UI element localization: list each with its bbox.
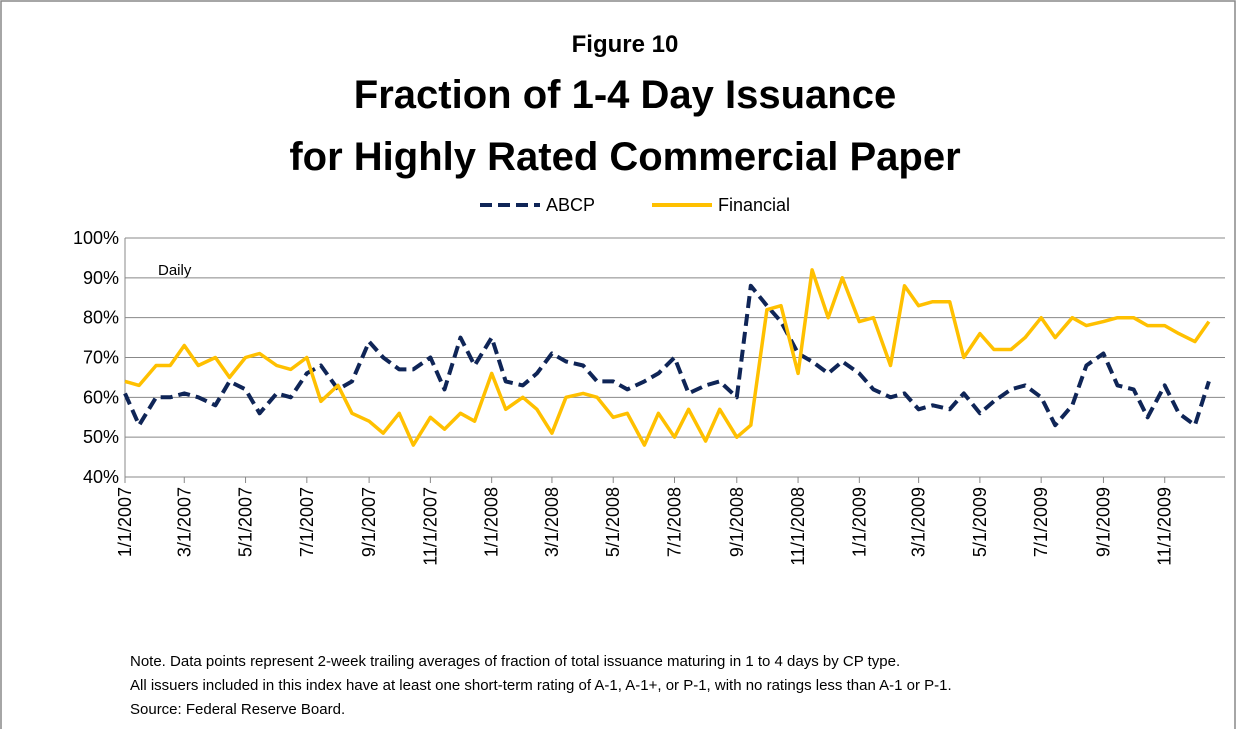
x-tick-label: 9/1/2007 — [359, 487, 379, 557]
y-tick-label: 60% — [83, 387, 119, 407]
chart-title: for Highly Rated Commercial Paper — [289, 135, 960, 179]
y-tick-label: 80% — [83, 308, 119, 328]
x-tick-label: 9/1/2008 — [727, 487, 747, 557]
series-line — [124, 268, 1211, 447]
x-tick-label: 7/1/2009 — [1031, 487, 1051, 557]
x-tick-label: 11/1/2007 — [420, 487, 440, 566]
x-tick-label: 1/1/2009 — [849, 487, 869, 557]
x-tick-label: 7/1/2008 — [664, 487, 684, 557]
x-tick-label: 5/1/2009 — [970, 487, 990, 557]
y-tick-label: 90% — [83, 268, 119, 288]
x-tick-label: 5/1/2007 — [236, 487, 256, 557]
legend-label: Financial — [718, 195, 790, 215]
y-tick-label: 40% — [83, 467, 119, 487]
figure-label: Figure 10 — [572, 31, 679, 58]
x-tick-label: 9/1/2009 — [1093, 487, 1113, 557]
legend-label: ABCP — [546, 195, 595, 215]
x-tick-label: 3/1/2008 — [542, 487, 562, 557]
x-tick-label: 7/1/2007 — [297, 487, 317, 557]
note: Note. Data points represent 2-week trail… — [130, 653, 900, 670]
note: All issuers included in this index have … — [130, 677, 952, 694]
x-tick-label: 11/1/2009 — [1155, 487, 1175, 566]
annotation: Daily — [158, 262, 192, 279]
series-line — [123, 283, 1211, 428]
x-tick-label: 1/1/2007 — [115, 487, 135, 557]
note: Source: Federal Reserve Board. — [130, 701, 345, 718]
x-tick-label: 1/1/2008 — [482, 487, 502, 557]
y-tick-label: 100% — [73, 228, 119, 248]
x-tick-label: 5/1/2008 — [603, 487, 623, 557]
y-tick-label: 50% — [83, 427, 119, 447]
y-tick-label: 70% — [83, 348, 119, 368]
x-tick-label: 3/1/2007 — [174, 487, 194, 557]
x-tick-label: 3/1/2009 — [909, 487, 929, 557]
chart-title: Fraction of 1-4 Day Issuance — [354, 73, 896, 117]
x-tick-label: 11/1/2008 — [788, 487, 808, 566]
